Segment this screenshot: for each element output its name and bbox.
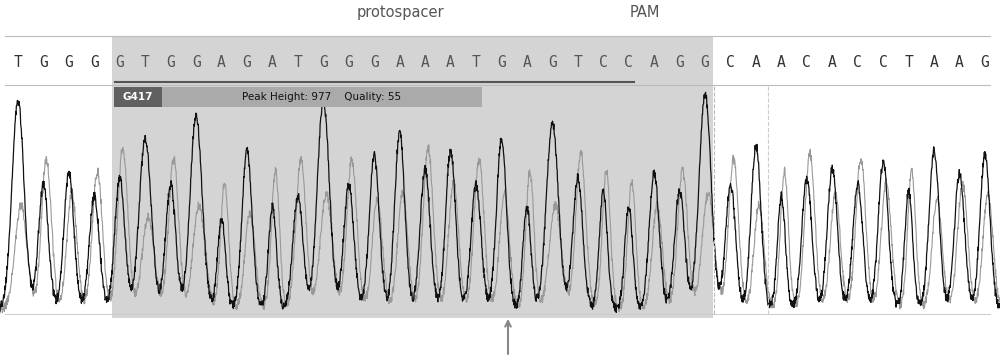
Text: G: G [319,55,328,70]
Text: T: T [294,55,302,70]
Text: A: A [523,55,531,70]
Text: G417: G417 [123,92,153,102]
Bar [112,36,713,318]
Text: G: G [243,55,251,70]
Text: A: A [395,55,404,70]
Text: T: T [904,55,913,70]
Text: G: G [497,55,506,70]
Text: G: G [701,55,709,70]
Text: G: G [192,55,201,70]
Text: G: G [166,55,175,70]
Text: T: T [141,55,150,70]
Text: A: A [777,55,786,70]
Text: C: C [599,55,608,70]
Text: G: G [65,55,73,70]
Text: G: G [370,55,379,70]
Text: A: A [828,55,837,70]
Text: G: G [548,55,557,70]
Text: PAM: PAM [630,5,660,20]
Text: G: G [981,55,989,70]
Text: Peak Height: 977    Quality: 55: Peak Height: 977 Quality: 55 [242,92,401,102]
Text: C: C [802,55,811,70]
Text: A: A [217,55,226,70]
Text: A: A [446,55,455,70]
Text: G: G [344,55,353,70]
Text: A: A [421,55,430,70]
Text: G: G [90,55,99,70]
Text: A: A [752,55,760,70]
Text: G: G [115,55,124,70]
Text: protospacer: protospacer [356,5,444,20]
Text: A: A [650,55,659,70]
Text: C: C [726,55,735,70]
Text: G: G [39,55,48,70]
Bar [162,87,482,106]
Text: G: G [675,55,684,70]
Text: C: C [853,55,862,70]
Text: A: A [930,55,938,70]
Text: A: A [955,55,964,70]
Bar [114,87,162,106]
Text: T: T [573,55,582,70]
Text: A: A [268,55,277,70]
Text: C: C [624,55,633,70]
Text: C: C [879,55,888,70]
Text: T: T [472,55,480,70]
Text: T: T [14,55,22,70]
